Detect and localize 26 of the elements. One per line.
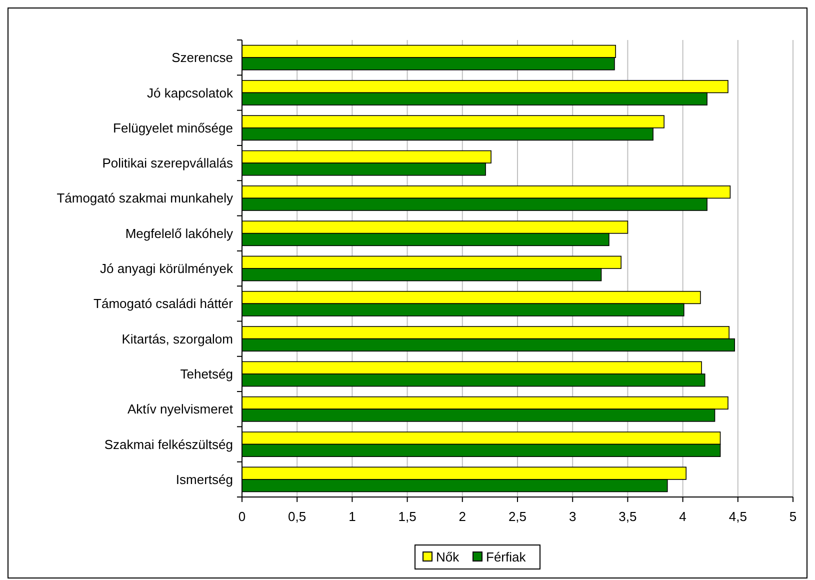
x-tick-label: 3 bbox=[568, 509, 576, 524]
y-tick-label: Jó kapcsolatok bbox=[147, 85, 234, 100]
y-tick-label: Ismertség bbox=[176, 472, 233, 487]
legend-label: Nők bbox=[436, 550, 460, 565]
y-tick-label: Támogató szakmai munkahely bbox=[56, 190, 234, 206]
x-tick-label: 0 bbox=[238, 509, 246, 524]
y-tick-label: Szerencse bbox=[172, 50, 233, 66]
x-tick-label: 1,5 bbox=[398, 509, 416, 524]
y-tick-label: Aktív nyelvismeret bbox=[128, 402, 234, 417]
x-tick-label: 2,5 bbox=[508, 509, 527, 524]
x-tick-label: 1 bbox=[348, 509, 356, 524]
x-tick-label: 2 bbox=[458, 509, 466, 524]
y-tick-label: Jó anyagi körülmények bbox=[100, 261, 234, 276]
y-tick-label: Tehetség bbox=[180, 366, 233, 382]
y-tick-label: Politikai szerepvállalás bbox=[102, 156, 234, 171]
x-tick-label: 4 bbox=[679, 509, 686, 524]
y-tick-label: Kitartás, szorgalom bbox=[122, 331, 233, 346]
y-tick-label: Megfelelő lakóhely bbox=[125, 226, 234, 241]
y-tick-label: Felügyelet minősége bbox=[113, 120, 233, 136]
x-tick-label: 4,5 bbox=[728, 509, 747, 524]
x-tick-label: 5 bbox=[789, 509, 797, 524]
y-tick-label: Támogató családi háttér bbox=[94, 296, 234, 312]
y-tick-label: Szakmai felkészültség bbox=[104, 436, 233, 452]
legend-label: Férfiak bbox=[486, 550, 526, 565]
x-tick-label: 0,5 bbox=[288, 509, 306, 524]
x-tick-label: 3,5 bbox=[618, 509, 637, 524]
